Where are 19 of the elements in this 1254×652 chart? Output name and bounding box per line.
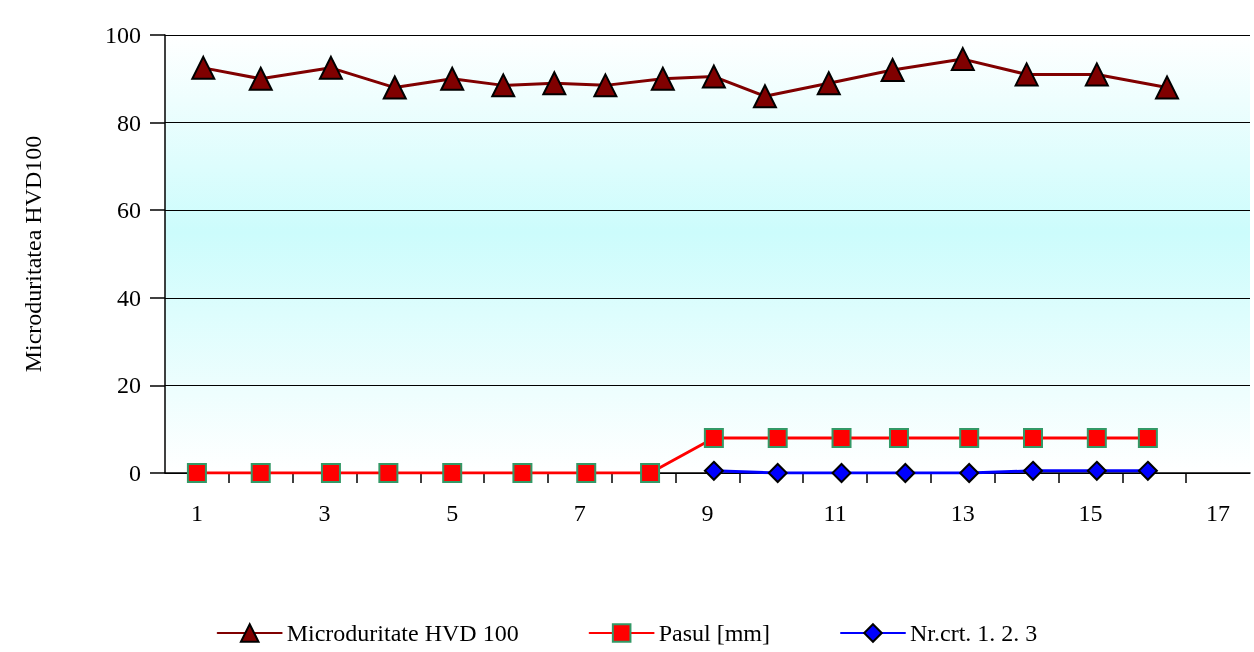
y-tick-label: 100 — [105, 22, 141, 48]
x-tick-label: 1 — [190, 500, 203, 526]
legend-label: Pasul [mm] — [658, 620, 770, 646]
y-axis-title: Microduritatea HVD100 — [20, 135, 46, 373]
x-tick-label: 11 — [823, 500, 847, 526]
legend-label: Microduritate HVD 100 — [286, 620, 519, 646]
y-tick-label: 20 — [117, 372, 141, 399]
legend-label: Nr.crt. 1. 2. 3 — [909, 620, 1038, 646]
y-tick-label: 40 — [117, 284, 141, 311]
x-tick-label: 13 — [950, 500, 975, 526]
x-tick-label: 9 — [701, 500, 714, 526]
x-tick-label: 5 — [446, 500, 459, 526]
x-tick-label: 7 — [573, 500, 586, 526]
y-tick-label: 0 — [129, 460, 141, 486]
x-tick-label: 17 — [1206, 500, 1231, 526]
x-tick-label: 15 — [1078, 500, 1103, 526]
y-tick-label: 60 — [117, 197, 141, 224]
x-tick-label: 3 — [318, 500, 331, 526]
y-tick-label: 80 — [117, 109, 141, 136]
